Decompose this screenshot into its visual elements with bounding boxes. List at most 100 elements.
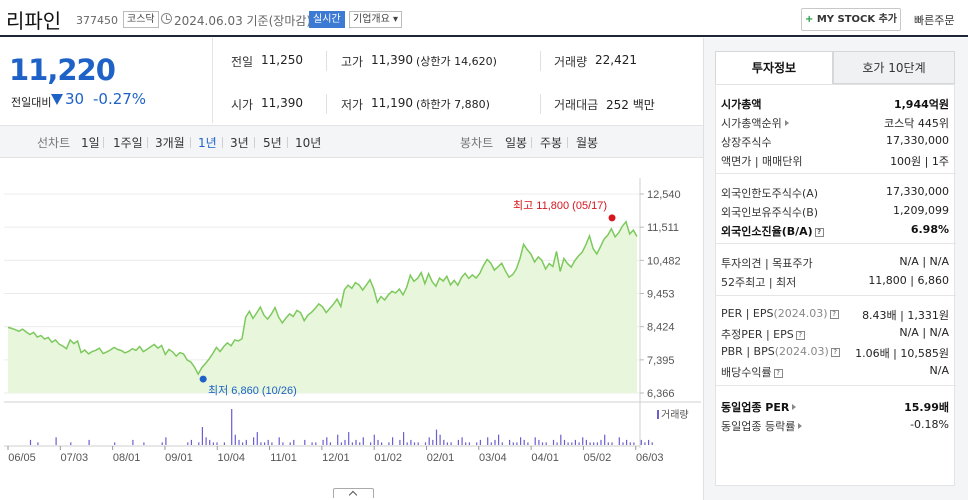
volume-legend-swatch (657, 410, 659, 419)
my-stock-add-button[interactable]: + MY STOCK 추가 (801, 8, 901, 31)
info-key-text: 배당수익률 (721, 366, 772, 379)
range-3y[interactable]: 3년 (230, 136, 249, 150)
info-row: 배당수익률? N/A (716, 362, 956, 381)
market-badge: 코스닥 (123, 11, 159, 28)
volume-bar (311, 442, 313, 445)
upper-limit: (상한가 14,620) (416, 55, 497, 68)
caret-right-icon (784, 120, 789, 126)
info-key-text: 추정PER | EPS (721, 328, 794, 341)
info-key: 배당수익률? (721, 364, 783, 380)
y-tick-label: 10,482 (647, 255, 681, 267)
volume-bar (388, 442, 390, 445)
y-tick-label: 8,424 (647, 322, 675, 334)
x-tick-label: 02/01 (427, 452, 455, 464)
divider (540, 94, 541, 114)
info-key: 동일업종 등락률 (721, 418, 803, 434)
current-price: 11,220 (9, 53, 116, 87)
volume-label: 거래량 (554, 55, 588, 69)
info-key: 투자의견 | 목표주가 (721, 257, 813, 270)
x-tick-label: 08/01 (113, 452, 141, 464)
volume-bar (271, 442, 273, 445)
info-value: 1,209,099 (893, 204, 949, 217)
volume-bar (55, 437, 57, 445)
divider (287, 137, 288, 148)
info-key-sub: (2024.03) (774, 345, 829, 358)
volume-bar (534, 437, 536, 445)
low-label: 저가 (341, 98, 364, 112)
range-1d[interactable]: 1일 (81, 136, 100, 150)
info-key: 외국인한도주식수(A) (721, 187, 819, 200)
x-tick-label: 07/03 (61, 452, 89, 464)
chevron-down-icon: ▾ (393, 14, 399, 25)
help-icon[interactable]: ? (830, 348, 840, 357)
info-key-text: 동일업종 등락률 (721, 420, 796, 433)
lower-limit: (하한가 7,880) (416, 98, 490, 111)
info-value: N/A | N/A (899, 326, 949, 339)
candle-weekly[interactable]: 주봉 (540, 136, 563, 150)
range-10y[interactable]: 10년 (295, 136, 322, 150)
volume-bar (644, 442, 646, 445)
volume-bar (490, 442, 492, 445)
y-tick-label: 7,395 (647, 355, 675, 367)
volume-bar (461, 437, 463, 445)
candle-chart-label: 봉차트 (460, 136, 494, 150)
volume-bar (582, 437, 584, 445)
range-5y[interactable]: 5년 (263, 136, 282, 150)
volume-bar (413, 442, 416, 445)
help-icon[interactable]: ? (814, 228, 824, 237)
tab-investment-info[interactable]: 투자정보 (715, 51, 833, 84)
price-line (7, 220, 638, 376)
change-percent: -0.27% (93, 90, 147, 108)
info-row[interactable]: 동일업종 등락률 -0.18% (716, 416, 956, 435)
volume-bar (143, 442, 145, 445)
volume-bar (457, 439, 459, 445)
volume-bar (304, 439, 306, 445)
range-1y[interactable]: 1년 (198, 136, 217, 150)
info-key: PER | EPS(2024.03)? (721, 307, 839, 320)
range-1w[interactable]: 1주일 (113, 136, 143, 150)
volume-bar (293, 439, 295, 445)
info-key: 동일업종 PER (721, 399, 797, 415)
volume-bar (604, 434, 606, 445)
volume-bar (403, 432, 405, 445)
caret-right-icon (792, 404, 797, 410)
volume-bar (611, 442, 613, 445)
range-3m[interactable]: 3개월 (155, 136, 185, 150)
volume-bar (282, 442, 284, 445)
volume-bar (651, 442, 653, 445)
candle-monthly[interactable]: 월봉 (576, 136, 599, 150)
volume-bar (432, 439, 434, 445)
volume-bar (37, 442, 39, 445)
volume-bar (315, 442, 317, 445)
info-key: 외국인보유주식수(B) (721, 206, 819, 219)
volume-bar (253, 437, 255, 445)
volume-bar (574, 439, 576, 445)
x-tick-label: 03/04 (479, 452, 507, 464)
info-row: 투자의견 | 목표주가 N/A | N/A (716, 253, 956, 272)
info-row: 추정PER | EPS? N/A | N/A (716, 324, 956, 343)
volume-bar (465, 442, 467, 445)
volume-bar (190, 439, 192, 445)
info-row[interactable]: 외국인소진율(B/A)? 6.98% (716, 221, 956, 240)
volume-bar (578, 442, 580, 445)
info-value: 17,330,000 (886, 134, 949, 147)
chart-expand-button[interactable] (333, 488, 374, 498)
company-info-button[interactable]: 기업개요 ▾ (349, 11, 403, 28)
help-icon[interactable]: ? (829, 310, 839, 319)
info-row[interactable]: 동일업종 PER 15.99배 (716, 397, 956, 416)
info-value: 100원 | 1주 (890, 155, 949, 168)
info-value: 11,800 | 6,860 (868, 274, 949, 287)
volume-bar (417, 442, 419, 445)
divider (147, 137, 148, 148)
price-chart[interactable]: 12,540 11,511 10,482 9,453 8,424 7,395 6,366 최… (0, 158, 703, 488)
realtime-button[interactable]: 실시간 (309, 11, 345, 28)
tab-order-book[interactable]: 호가 10단계 (833, 51, 955, 84)
info-key: PBR | BPS(2024.03)? (721, 345, 840, 358)
quick-order-link[interactable]: 빠른주문 (914, 14, 955, 27)
help-icon[interactable]: ? (795, 331, 805, 340)
divider (540, 51, 541, 71)
divider (716, 173, 956, 174)
info-row[interactable]: 시가총액순위 코스닥 445위 (716, 113, 956, 132)
candle-daily[interactable]: 일봉 (505, 136, 528, 150)
help-icon[interactable]: ? (773, 369, 783, 378)
